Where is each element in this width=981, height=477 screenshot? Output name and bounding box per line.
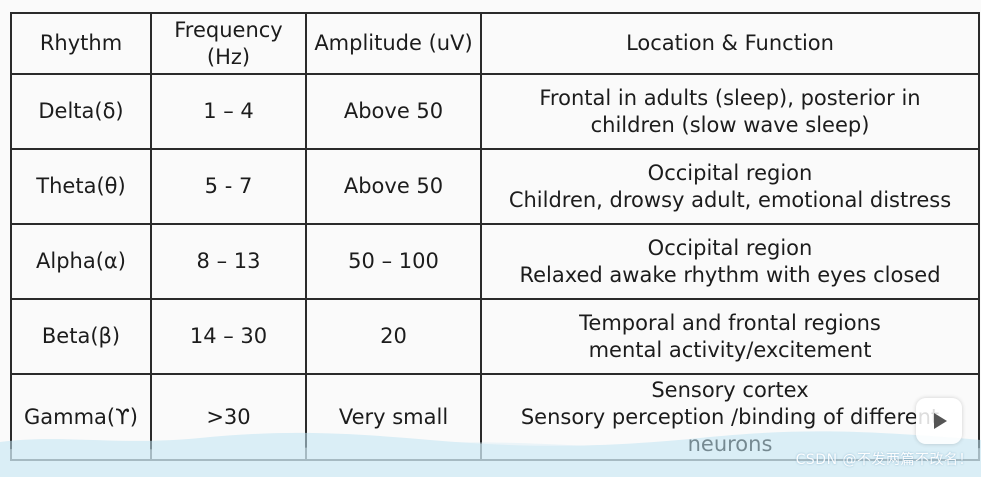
cell-amplitude: 20 [305,298,482,375]
cell-line: Relaxed awake rhythm with eyes closed [519,262,941,287]
play-button[interactable] [916,398,962,444]
header-text: (Hz) [206,44,251,69]
table-row: Beta(β) 14 – 30 20 Temporal and frontal … [10,298,980,375]
table-row: Theta(θ) 5 - 7 Above 50 Occipital region… [10,148,980,225]
cell-line: Children, drowsy adult, emotional distre… [508,187,952,212]
cell-line: children (slow wave sleep) [590,112,870,137]
cell-amplitude: Above 50 [305,148,482,225]
cell-rhythm: Beta(β) [10,298,152,375]
cell-line: Occipital region [647,160,813,185]
cell-frequency: >30 [150,373,307,461]
cell-rhythm: Gamma(ϒ) [10,373,152,461]
table-row: Gamma(ϒ) >30 Very small Sensory cortex S… [10,373,980,461]
header-row: Rhythm Frequency (Hz) Amplitude (uV) Loc… [10,12,980,75]
cell-location: Frontal in adults (sleep), posterior in … [480,73,980,150]
header-rhythm: Rhythm [10,12,152,75]
eeg-rhythm-table: Rhythm Frequency (Hz) Amplitude (uV) Loc… [10,12,980,461]
cell-line: mental activity/excitement [588,337,872,362]
cell-location: Sensory cortex Sensory perception /bindi… [480,373,980,461]
header-amplitude: Amplitude (uV) [305,12,482,75]
cell-frequency: 1 – 4 [150,73,307,150]
watermark-text: CSDN @不发两篇不改名！ [795,452,973,468]
cell-line: Sensory cortex [651,377,809,402]
header-text: Rhythm [39,31,123,55]
play-icon [934,413,947,429]
cell-rhythm: Delta(δ) [10,73,152,150]
table-row: Alpha(α) 8 – 13 50 – 100 Occipital regio… [10,223,980,300]
header-text: Frequency [174,17,283,42]
cell-amplitude: 50 – 100 [305,223,482,300]
cell-frequency: 5 - 7 [150,148,307,225]
cell-amplitude: Very small [305,373,482,461]
header-frequency: Frequency (Hz) [150,12,307,75]
cell-amplitude: Above 50 [305,73,482,150]
cell-line: Sensory perception /binding of different [520,404,940,429]
header-location-function: Location & Function [480,12,980,75]
cell-line: Occipital region [647,235,813,260]
header-text: Amplitude (uV) [314,31,473,55]
table-row: Delta(δ) 1 – 4 Above 50 Frontal in adult… [10,73,980,150]
cell-line: Temporal and frontal regions [579,310,881,335]
cell-location: Occipital region Relaxed awake rhythm wi… [480,223,980,300]
cell-location: Occipital region Children, drowsy adult,… [480,148,980,225]
cell-rhythm: Theta(θ) [10,148,152,225]
cell-frequency: 14 – 30 [150,298,307,375]
cell-location: Temporal and frontal regions mental acti… [480,298,980,375]
cell-frequency: 8 – 13 [150,223,307,300]
header-text: Location & Function [626,31,834,55]
cell-line: Frontal in adults (sleep), posterior in [539,85,921,110]
cell-rhythm: Alpha(α) [10,223,152,300]
